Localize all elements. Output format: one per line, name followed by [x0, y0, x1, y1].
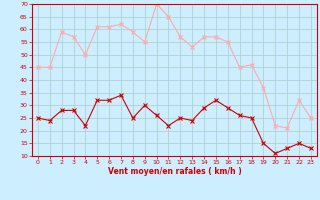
X-axis label: Vent moyen/en rafales ( km/h ): Vent moyen/en rafales ( km/h ) — [108, 167, 241, 176]
